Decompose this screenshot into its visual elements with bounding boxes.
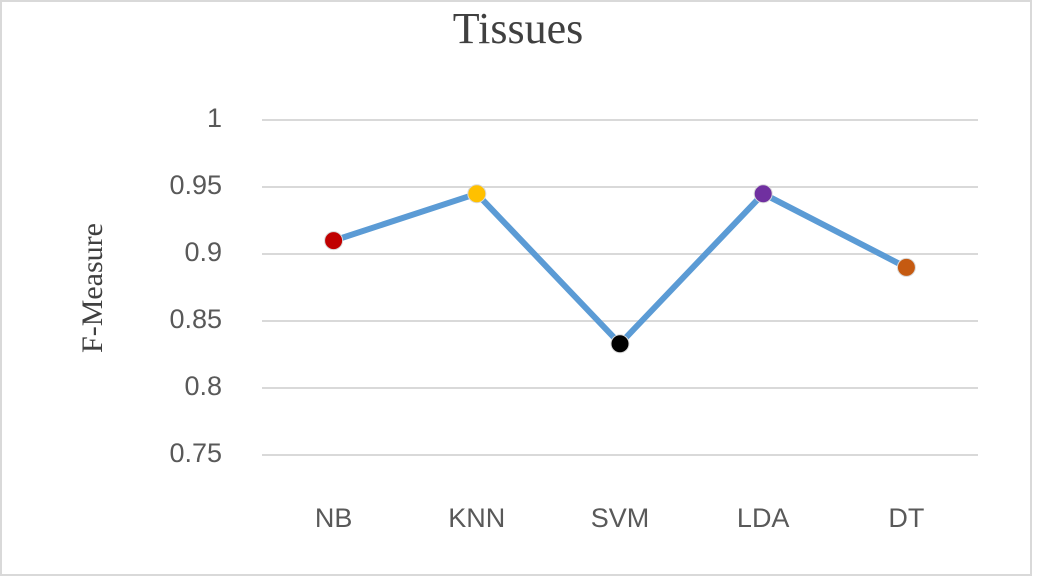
x-tick-label: SVM <box>591 503 650 533</box>
point <box>324 231 344 251</box>
point <box>753 184 773 204</box>
y-tick-label: 0.75 <box>169 438 222 468</box>
y-axis-label: F-Measure <box>76 223 109 353</box>
x-tick-label: DT <box>888 503 924 533</box>
point <box>610 334 630 354</box>
point <box>467 184 487 204</box>
y-tick-label: 1 <box>207 103 222 133</box>
x-tick-label: LDA <box>737 503 790 533</box>
y-tick-label: 0.8 <box>184 371 222 401</box>
y-tick-label: 0.85 <box>169 304 222 334</box>
point <box>896 257 916 277</box>
x-tick-label: NB <box>315 503 353 533</box>
y-tick-label: 0.95 <box>169 170 222 200</box>
chart-title: Tissues <box>453 4 583 53</box>
y-tick-label: 0.9 <box>184 237 222 267</box>
x-tick-label: KNN <box>448 503 505 533</box>
